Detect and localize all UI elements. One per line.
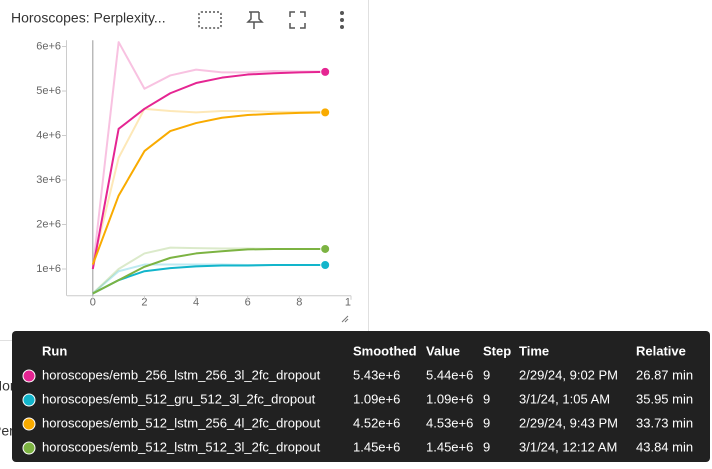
run-name: horoscopes/emb_512_lstm_256_4l_2fc_dropo…: [42, 415, 321, 430]
legend-swatch: [22, 393, 36, 407]
legend-swatch: [22, 369, 36, 383]
pin-icon[interactable]: [246, 11, 264, 29]
tooltip-cell: 9: [483, 415, 490, 430]
tooltip-cell: 4.52e+6: [353, 415, 400, 430]
x-tick-label: 10: [345, 297, 357, 309]
tooltip-cell: 1.09e+6: [426, 391, 473, 406]
tooltip-cell: 26.87 min: [636, 367, 693, 382]
y-tick-label: 6e+6: [36, 40, 61, 52]
tooltip-cell: 2/29/24, 9:02 PM: [519, 367, 618, 382]
x-tick-label: 2: [141, 297, 147, 309]
tooltip-cell: 9: [483, 391, 490, 406]
run-name: horoscopes/emb_512_lstm_512_3l_2fc_dropo…: [42, 439, 321, 454]
series-line: [92, 263, 326, 295]
raw-line: [91, 41, 326, 270]
tooltip-cell: 2/29/24, 9:43 PM: [519, 415, 618, 430]
tooltip-header: Time: [519, 343, 549, 358]
y-tick-label: 5e+6: [36, 85, 61, 97]
tooltip-header: Run: [42, 343, 67, 358]
series-line: [91, 70, 326, 270]
chart: 0 2 4 6 8 10 1e+6 2e+6 3e+6 4e+6 5e+6 6e+6: [36, 40, 357, 309]
series-line: [91, 111, 326, 265]
tooltip-cell: 1.45e+6: [353, 439, 400, 454]
tooltip-header: Relative: [636, 343, 686, 358]
y-tick-label: 3e+6: [36, 174, 61, 186]
card-title: Horoscopes: Perplexity...: [11, 10, 166, 26]
point-marker: [320, 107, 331, 118]
run-name: horoscopes/emb_512_gru_512_3l_2fc_dropou…: [42, 391, 316, 406]
legend-swatch: [22, 417, 36, 431]
tooltip-cell: 5.44e+6: [426, 367, 473, 382]
tooltip-cell: 5.43e+6: [353, 367, 400, 382]
tooltip-box: [12, 331, 710, 462]
tooltip-cell: 3/1/24, 1:05 AM: [519, 391, 610, 406]
tooltip-header: Smoothed: [353, 343, 417, 358]
plot: [91, 41, 326, 295]
x-tick-label: 8: [296, 297, 302, 309]
toolbar: [198, 11, 344, 29]
point-marker: [320, 243, 331, 254]
tooltip-cell: 9: [483, 439, 490, 454]
series-line: [92, 247, 326, 295]
tooltip-cell: 33.73 min: [636, 415, 693, 430]
select-icon[interactable]: [198, 11, 222, 29]
raw-line: [91, 107, 326, 265]
tooltip-cell: 1.45e+6: [426, 439, 473, 454]
tooltip-cell: 3/1/24, 12:12 AM: [519, 439, 617, 454]
point-marker: [320, 259, 331, 270]
tooltip-cell: 35.95 min: [636, 391, 693, 406]
y-tick-label: 2e+6: [36, 218, 61, 230]
tooltip-cell: 43.84 min: [636, 439, 693, 454]
resize-handle[interactable]: [341, 315, 349, 323]
x-tick-labels: 0 2 4 6 8 10: [90, 297, 357, 309]
tooltip-header: Step: [483, 343, 511, 358]
more-icon[interactable]: [340, 11, 344, 29]
point-marker: [320, 66, 331, 77]
tooltip-cell: 9: [483, 367, 490, 382]
tooltip: Run Smoothed Value Step Time Relative horoscop…: [12, 331, 710, 462]
legend-swatch: [22, 441, 36, 455]
tooltip-cell: 1.09e+6: [353, 391, 400, 406]
x-tick-label: 0: [90, 297, 96, 309]
x-tick-label: 6: [245, 297, 251, 309]
fullscreen-icon[interactable]: [289, 11, 306, 29]
tooltip-header: Value: [426, 343, 460, 358]
tooltip-cell: 4.53e+6: [426, 415, 473, 430]
run-name: horoscopes/emb_256_lstm_256_3l_2fc_dropo…: [42, 367, 321, 382]
x-tick-label: 4: [193, 297, 199, 309]
y-tick-label: 1e+6: [36, 263, 61, 275]
y-tick-label: 4e+6: [36, 129, 61, 141]
